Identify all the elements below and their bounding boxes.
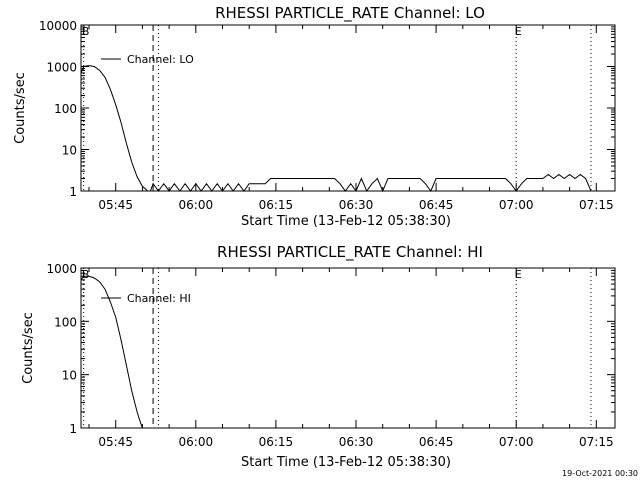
x-tick-label: 06:30 xyxy=(339,435,374,449)
legend-label: Channel: HI xyxy=(127,292,191,305)
x-tick-label: 06:45 xyxy=(419,198,454,212)
plot-frame xyxy=(80,267,616,429)
marker-label: E xyxy=(515,25,522,38)
chart-title: RHESSI PARTICLE_RATE Channel: LO xyxy=(215,4,485,23)
y-tick-label: 1 xyxy=(69,185,77,199)
y-tick-label: 1000 xyxy=(46,262,77,276)
y-tick-label: 100 xyxy=(54,102,77,116)
marker-label: B xyxy=(82,268,90,281)
y-tick-label: 10000 xyxy=(39,19,77,33)
marker-label: E xyxy=(515,268,522,281)
marker-label: B xyxy=(82,25,90,38)
x-tick-label: 06:00 xyxy=(179,198,214,212)
y-axis-label: Counts/sec xyxy=(21,312,36,384)
y-tick-label: 10 xyxy=(62,369,77,383)
x-tick-label: 07:15 xyxy=(579,435,614,449)
plot-frame xyxy=(80,24,616,192)
chart-title: RHESSI PARTICLE_RATE Channel: HI xyxy=(217,243,483,262)
footer-timestamp: 19-Oct-2021 00:30 xyxy=(562,469,638,478)
x-axis-label: Start Time (13-Feb-12 05:38:30) xyxy=(241,214,451,229)
axis-ticks: 05:45 06:00 06:15 06:30 06:45 07:00 07:15 1 10 10… xyxy=(39,19,615,212)
x-axis-label: Start Time (13-Feb-12 05:38:30) xyxy=(241,455,451,470)
y-tick-label: 10 xyxy=(62,144,77,158)
x-tick-label: 06:45 xyxy=(419,435,454,449)
y-tick-label: 1000 xyxy=(46,61,77,75)
x-tick-label: 06:15 xyxy=(259,198,294,212)
x-tick-label: 07:15 xyxy=(579,198,614,212)
panel-hi: RHESSI PARTICLE_RATE Channel: HI Counts/… xyxy=(21,243,616,470)
x-tick-label: 07:00 xyxy=(499,435,534,449)
legend-label: Channel: LO xyxy=(127,53,194,66)
x-tick-label: 06:00 xyxy=(179,435,214,449)
y-tick-label: 100 xyxy=(54,315,77,329)
series-line xyxy=(80,275,143,429)
x-tick-label: 05:45 xyxy=(98,435,133,449)
y-tick-label: 1 xyxy=(69,422,77,436)
x-tick-label: 07:00 xyxy=(499,198,534,212)
y-axis-label: Counts/sec xyxy=(13,72,28,144)
x-tick-label: 06:30 xyxy=(339,198,374,212)
x-tick-label: 06:15 xyxy=(259,435,294,449)
series-line xyxy=(80,65,597,193)
axis-ticks: 05:45 06:00 06:15 06:30 06:45 07:00 07:15 1 10 10… xyxy=(46,262,615,449)
x-tick-label: 05:45 xyxy=(98,198,133,212)
panel-lo: RHESSI PARTICLE_RATE Channel: LO Counts/… xyxy=(13,4,616,229)
